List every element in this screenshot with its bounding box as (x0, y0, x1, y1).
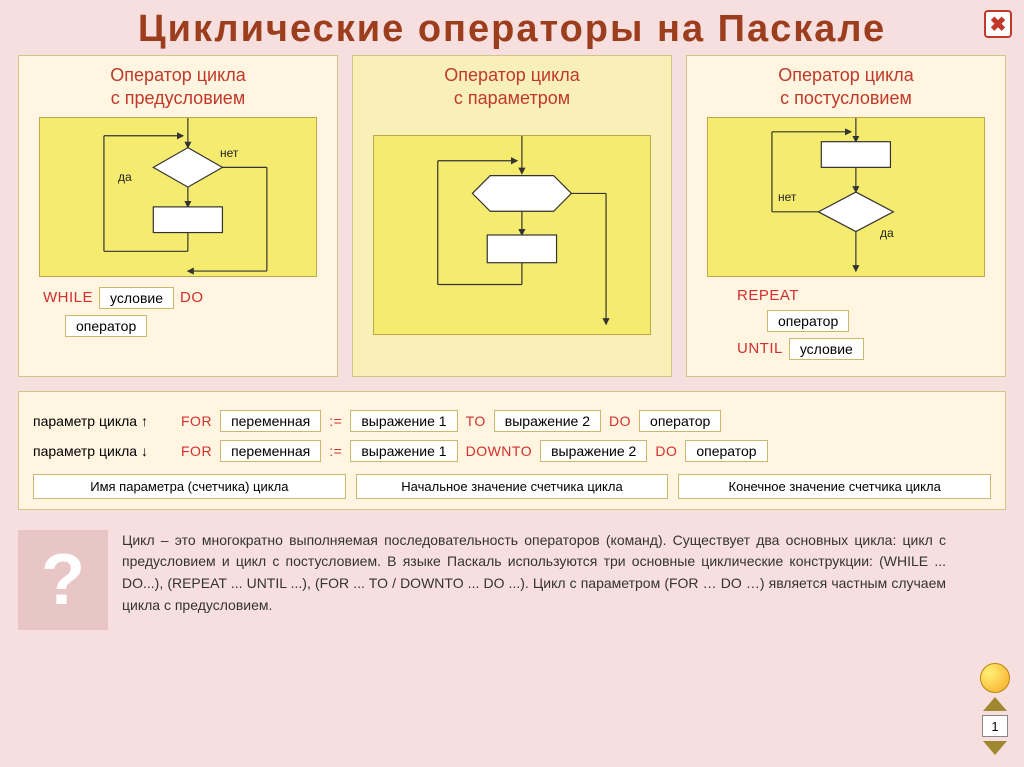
token-cond-r: условие (789, 338, 864, 360)
nav-up-button[interactable] (983, 697, 1007, 711)
for-up-label: параметр цикла (33, 413, 173, 429)
kw-assign-2: := (329, 443, 342, 459)
page-number: 1 (982, 715, 1008, 737)
for-line-up: параметр цикла FOR переменная := выражен… (33, 410, 991, 432)
close-button[interactable]: ✖ (984, 10, 1012, 38)
note-2: Начальное значение счетчика цикла (356, 474, 669, 499)
panel-repeat-title: Оператор цикла с постусловием (697, 64, 995, 111)
kw-downto: DOWNTO (466, 443, 533, 459)
kw-assign-1: := (329, 413, 342, 429)
repeat-syntax-2: оператор (767, 310, 981, 332)
repeat-syntax-1: REPEAT (737, 287, 981, 304)
smiley-icon (980, 663, 1010, 693)
panel-while-title: Оператор цикла с предусловием (29, 64, 327, 111)
page-title: Циклические операторы на Паскале (0, 0, 1024, 55)
close-icon: ✖ (990, 12, 1007, 37)
footer-text: Цикл – это многократно выполняемая после… (122, 530, 1006, 617)
panel-repeat: Оператор цикла с постусловием нет (686, 55, 1006, 377)
token-e1-1: выражение 1 (350, 410, 457, 432)
note-1: Имя параметра (счетчика) цикла (33, 474, 346, 499)
repeat-syntax-3: UNTIL условие (737, 338, 981, 360)
kw-to: TO (466, 413, 486, 429)
flowchart-while: нет да (39, 117, 317, 277)
token-op: оператор (65, 315, 147, 337)
while-syntax-1: WHILE условие DO (43, 287, 313, 309)
token-var-2: переменная (220, 440, 321, 462)
token-e1-2: выражение 1 (350, 440, 457, 462)
label-no-r: нет (778, 190, 796, 204)
panel-for: Оператор цикла с параметром (352, 55, 672, 377)
while-syntax-2: оператор (65, 315, 313, 337)
kw-repeat: REPEAT (737, 287, 799, 304)
flowchart-repeat: нет да (707, 117, 985, 277)
label-no: нет (220, 146, 238, 160)
kw-do: DO (180, 289, 204, 306)
for-syntax-block: параметр цикла FOR переменная := выражен… (18, 391, 1006, 510)
notes-row: Имя параметра (счетчика) цикла Начальное… (33, 474, 991, 499)
note-3: Конечное значение счетчика цикла (678, 474, 991, 499)
kw-for-2: FOR (181, 443, 212, 459)
label-yes-r: да (880, 226, 894, 240)
token-var-1: переменная (220, 410, 321, 432)
nav-area: 1 (980, 663, 1010, 755)
kw-for-1: FOR (181, 413, 212, 429)
token-op-2: оператор (685, 440, 767, 462)
nav-down-button[interactable] (983, 741, 1007, 755)
token-e2-2: выражение 2 (540, 440, 647, 462)
kw-do-1: DO (609, 413, 631, 429)
for-down-label: параметр цикла (33, 443, 173, 459)
flowchart-for (373, 135, 651, 335)
token-e2-1: выражение 2 (494, 410, 601, 432)
footer: ? Цикл – это многократно выполняемая пос… (18, 530, 1006, 630)
token-op-1: оператор (639, 410, 721, 432)
token-op-r: оператор (767, 310, 849, 332)
for-line-down: параметр цикла FOR переменная := выражен… (33, 440, 991, 462)
kw-while: WHILE (43, 289, 93, 306)
panel-for-title: Оператор цикла с параметром (363, 64, 661, 111)
label-yes: да (118, 170, 132, 184)
panels-row: Оператор цикла с предусловием (0, 55, 1024, 377)
question-mark-icon: ? (18, 530, 108, 630)
panel-while: Оператор цикла с предусловием (18, 55, 338, 377)
kw-until: UNTIL (737, 340, 783, 357)
kw-do-2: DO (655, 443, 677, 459)
token-cond: условие (99, 287, 174, 309)
